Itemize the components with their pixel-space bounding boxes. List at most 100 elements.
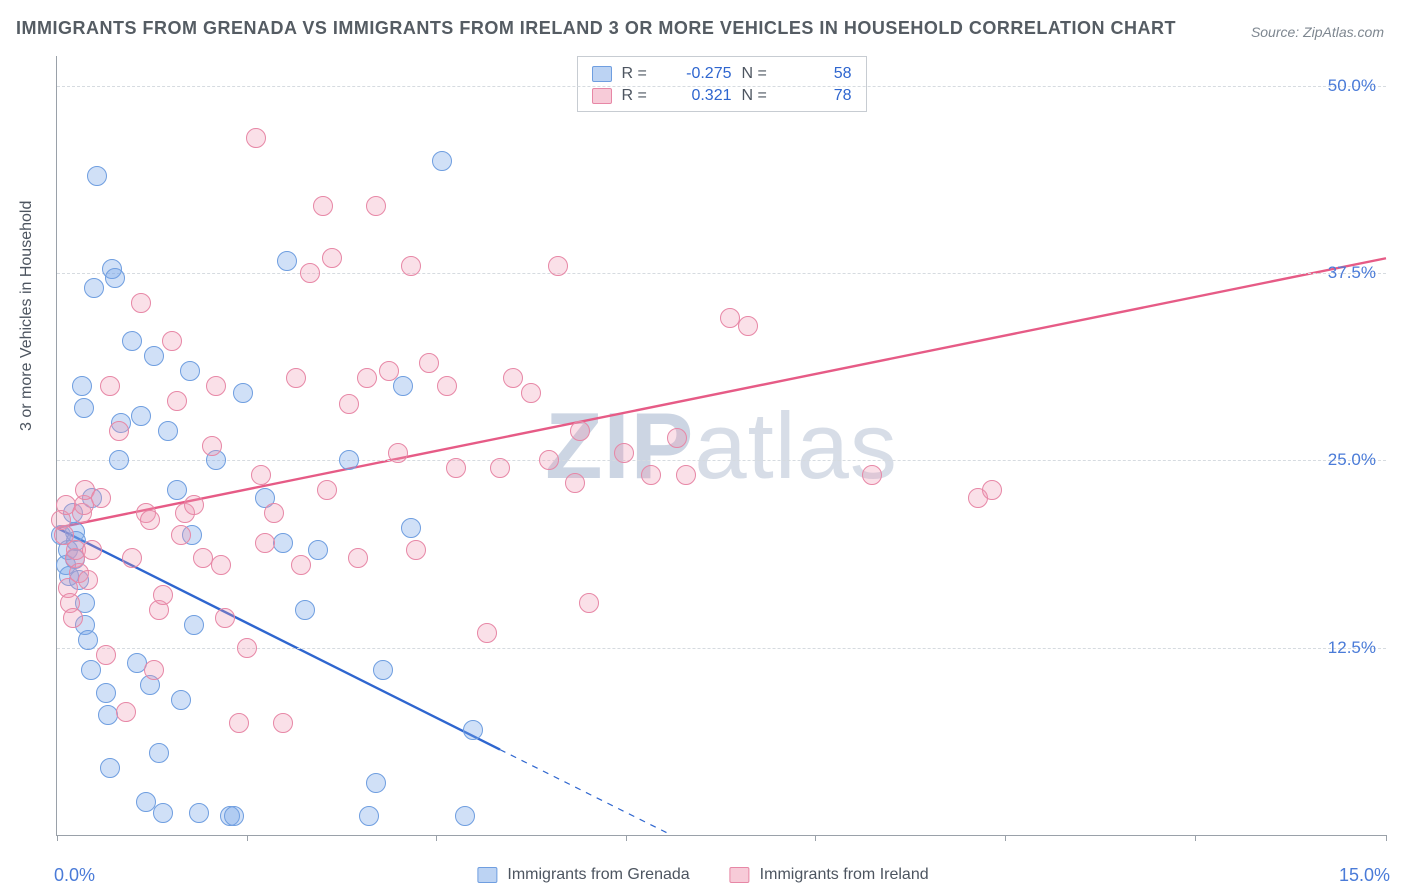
x-tick [815,835,816,841]
x-tick [436,835,437,841]
scatter-point [78,630,98,650]
scatter-point [401,518,421,538]
scatter-point [171,525,191,545]
scatter-point [419,353,439,373]
scatter-point [189,803,209,823]
x-tick [247,835,248,841]
swatch-pink-icon [592,88,612,104]
scatter-point [100,758,120,778]
legend-item: Immigrants from Ireland [730,866,929,884]
scatter-point [359,806,379,826]
scatter-point [87,166,107,186]
scatter-point [432,151,452,171]
scatter-point [862,465,882,485]
scatter-point [202,436,222,456]
scatter-point [109,421,129,441]
r-value: -0.275 [668,63,732,85]
scatter-point [167,480,187,500]
n-label: N = [742,85,778,107]
x-axis-min: 0.0% [54,865,95,886]
scatter-point [614,443,634,463]
scatter-point [277,251,297,271]
scatter-point [82,540,102,560]
scatter-point [81,660,101,680]
trend-lines [57,56,1386,835]
scatter-point [184,615,204,635]
scatter-point [255,533,275,553]
scatter-point [171,690,191,710]
scatter-point [224,806,244,826]
trend-line [57,258,1386,528]
scatter-point [162,331,182,351]
scatter-point [339,450,359,470]
scatter-point [237,638,257,658]
scatter-point [122,548,142,568]
scatter-point [291,555,311,575]
scatter-point [84,278,104,298]
scatter-point [388,443,408,463]
x-tick [1195,835,1196,841]
x-tick [626,835,627,841]
scatter-point [96,645,116,665]
scatter-point [286,368,306,388]
scatter-point [300,263,320,283]
scatter-point [206,376,226,396]
scatter-point [122,331,142,351]
scatter-point [366,773,386,793]
r-label: R = [622,63,658,85]
scatter-point [379,361,399,381]
scatter-point [565,473,585,493]
r-value: 0.321 [668,85,732,107]
scatter-point [98,705,118,725]
x-tick [57,835,58,841]
scatter-point [446,458,466,478]
scatter-point [211,555,231,575]
x-axis-max: 15.0% [1339,865,1390,886]
legend-series: Immigrants from Grenada Immigrants from … [477,866,928,884]
y-tick-label: 50.0% [1328,76,1376,96]
trend-line-extrapolated [500,750,668,834]
scatter-point [676,465,696,485]
scatter-point [131,406,151,426]
scatter-point [131,293,151,313]
scatter-point [738,316,758,336]
gridline [57,460,1386,461]
scatter-point [91,488,111,508]
legend-item: Immigrants from Grenada [477,866,689,884]
swatch-blue-icon [477,867,497,883]
legend-label: Immigrants from Ireland [760,866,929,884]
scatter-point [393,376,413,396]
scatter-point [490,458,510,478]
scatter-point [357,368,377,388]
scatter-point [579,593,599,613]
scatter-point [273,533,293,553]
scatter-point [313,196,333,216]
x-tick [1386,835,1387,841]
n-label: N = [742,63,778,85]
legend-stats: R = -0.275 N = 58 R = 0.321 N = 78 [577,56,867,112]
scatter-point [136,792,156,812]
scatter-point [184,495,204,515]
scatter-point [153,803,173,823]
scatter-point [548,256,568,276]
scatter-point [264,503,284,523]
scatter-point [373,660,393,680]
scatter-point [180,361,200,381]
n-value: 58 [788,63,852,85]
scatter-point [215,608,235,628]
scatter-point [149,743,169,763]
y-tick-label: 25.0% [1328,450,1376,470]
scatter-point [339,394,359,414]
scatter-point [295,600,315,620]
scatter-point [455,806,475,826]
scatter-point [105,268,125,288]
scatter-point [153,585,173,605]
n-value: 78 [788,85,852,107]
scatter-point [251,465,271,485]
scatter-point [96,683,116,703]
legend-stats-row: R = 0.321 N = 78 [592,85,852,107]
scatter-point [317,480,337,500]
source-label: Source: ZipAtlas.com [1251,24,1384,40]
scatter-point [116,702,136,722]
scatter-point [348,548,368,568]
